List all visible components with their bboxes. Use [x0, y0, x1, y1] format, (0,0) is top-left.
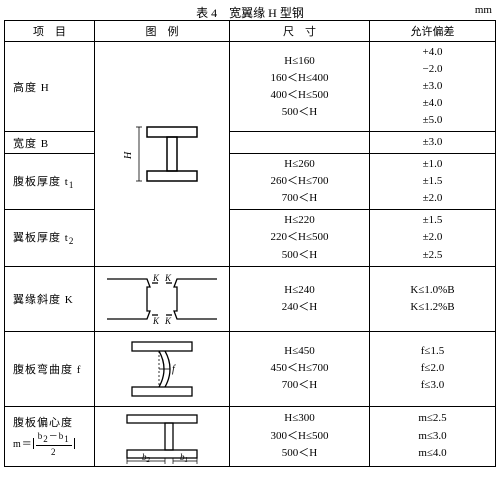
figure-cell: K K K K: [95, 266, 230, 331]
table-row: 宽度 B ±3.0: [5, 132, 496, 154]
web-bend-icon: f: [117, 334, 207, 404]
svg-text:b1: b1: [180, 452, 188, 464]
tol-cell: f≤1.5f≤2.0f≤3.0: [370, 331, 496, 406]
table-row: 腹板弯曲度 f f H≤450450＜H≤700700＜Hf≤1.5f≤2.0f…: [5, 331, 496, 406]
dims-cell: H≤300300＜H≤500500＜H: [230, 406, 370, 466]
tolerance-table: 项 目 图 例 尺 寸 允许偏差 高度 H H H≤160160＜H≤40040…: [4, 20, 496, 467]
tol-cell: +4.0−2.0±3.0±4.0±5.0: [370, 42, 496, 132]
dims-cell: H≤450450＜H≤700700＜H: [230, 331, 370, 406]
tol-cell: K≤1.0%BK≤1.2%B: [370, 266, 496, 331]
item-cell: 腹板偏心度m＝b2－b12: [5, 406, 95, 466]
col-dims: 尺 寸: [230, 21, 370, 42]
table-row: 高度 H H H≤160160＜H≤400400＜H≤500500＜H+4.0−…: [5, 42, 496, 132]
item-cell: 腹板弯曲度 f: [5, 331, 95, 406]
tol-cell: ±1.0±1.5±2.0: [370, 154, 496, 210]
table-row: 腹板厚度 t1 H≤260260＜H≤700700＜H±1.0±1.5±2.0: [5, 154, 496, 210]
tol-cell: m≤2.5m≤3.0m≤4.0: [370, 406, 496, 466]
table-row: 翼缘斜度 K K K K K H≤240240＜HK≤1.0%BK≤1.2%B: [5, 266, 496, 331]
unit-label: mm: [475, 4, 492, 16]
dims-cell: H≤220220＜H≤500500＜H: [230, 210, 370, 266]
dims-cell: H≤240240＜H: [230, 266, 370, 331]
col-item: 项 目: [5, 21, 95, 42]
tol-cell: ±1.5±2.0±2.5: [370, 210, 496, 266]
flange-slope-icon: K K K K: [102, 269, 222, 329]
svg-text:K: K: [152, 316, 160, 326]
tol-cell: ±3.0: [370, 132, 496, 154]
dims-cell: [230, 132, 370, 154]
dims-cell: H≤260260＜H≤700700＜H: [230, 154, 370, 210]
svg-text:f: f: [172, 364, 176, 375]
dims-cell: H≤160160＜H≤400400＜H≤500500＜H: [230, 42, 370, 132]
svg-text:K: K: [164, 273, 172, 283]
figure-cell: b2 b1: [95, 406, 230, 466]
svg-text:H: H: [123, 151, 134, 160]
item-cell: 高度 H: [5, 42, 95, 132]
svg-text:K: K: [164, 316, 172, 326]
table-caption: 表 4 宽翼缘 H 型钢: [4, 4, 496, 21]
svg-text:K: K: [152, 273, 160, 283]
svg-text:b2: b2: [142, 452, 151, 464]
item-cell: 翼缘斜度 K: [5, 266, 95, 331]
figure-cell: H: [95, 42, 230, 267]
web-offset-icon: b2 b1: [112, 409, 212, 464]
table-row: 翼板厚度 t2 H≤220220＜H≤500500＜H±1.5±2.0±2.5: [5, 210, 496, 266]
col-tol: 允许偏差: [370, 21, 496, 42]
col-figure: 图 例: [95, 21, 230, 42]
h-beam-icon: H: [117, 119, 207, 189]
table-row: 腹板偏心度m＝b2－b12 b2 b1 H≤300300＜H≤500500＜Hm…: [5, 406, 496, 466]
item-cell: 宽度 B: [5, 132, 95, 154]
item-cell: 翼板厚度 t2: [5, 210, 95, 266]
figure-cell: f: [95, 331, 230, 406]
item-cell: 腹板厚度 t1: [5, 154, 95, 210]
